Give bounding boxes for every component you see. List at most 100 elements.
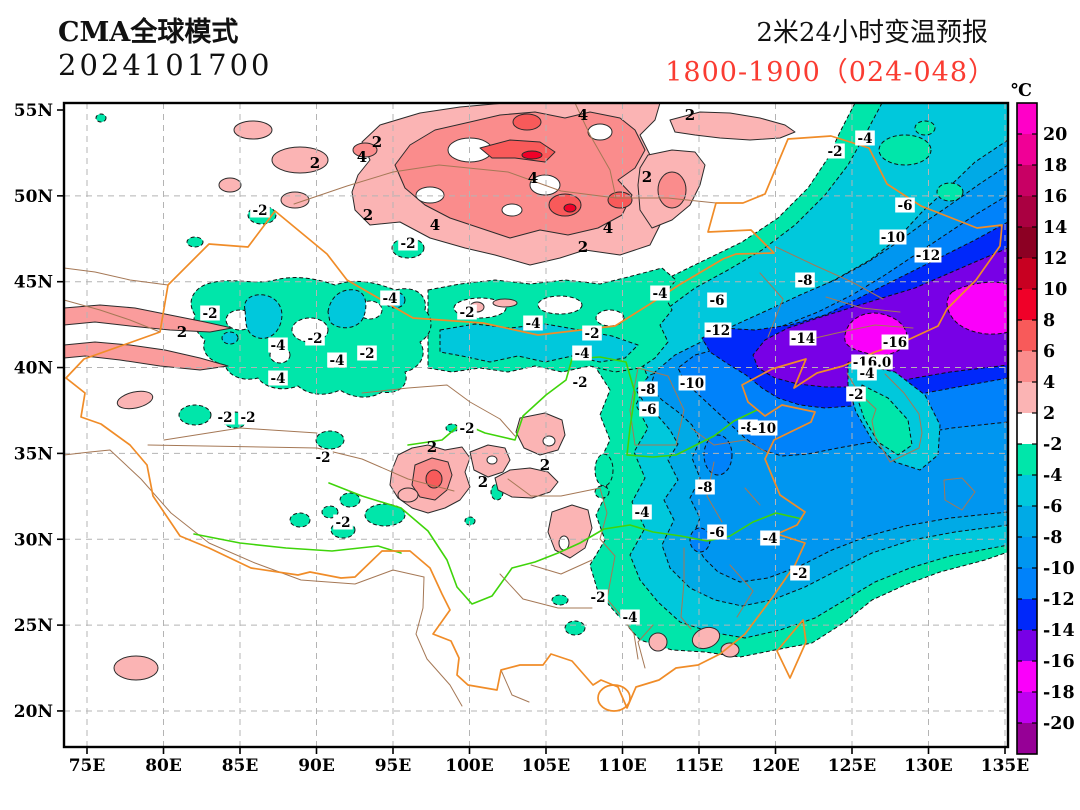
model-title: CMA全球模式 (58, 17, 239, 48)
y-tick-label: 30N (14, 530, 53, 550)
colorbar-cell (1017, 134, 1037, 165)
contour-label-box (881, 334, 909, 350)
contour-label: 4 (357, 148, 367, 166)
contour-label: -4 (330, 353, 345, 369)
warm-hole (486, 455, 498, 465)
warm-patch (492, 298, 518, 308)
colorbar-cell (1017, 289, 1037, 320)
colorbar-label: -18 (1043, 683, 1075, 703)
contour-label: -2 (308, 331, 323, 347)
product-title: 2米24小时变温预报 (756, 18, 988, 48)
colorbar-cell (1017, 537, 1037, 568)
contour-label: -16 (883, 335, 907, 351)
contour-label: -2 (849, 387, 864, 403)
contour-label: 4 (578, 106, 588, 124)
cold-patch (914, 120, 936, 136)
contour-label: -6 (710, 525, 725, 541)
cold-patch (95, 113, 107, 123)
contour-label: -10 (752, 421, 776, 437)
contour-label: 4 (603, 219, 613, 237)
x-tick-label: 125E (828, 756, 876, 776)
contour-label: -2 (218, 410, 233, 426)
contour-label-box (707, 524, 727, 540)
contour-label: -10 (881, 230, 905, 246)
contour-label-box (895, 197, 915, 213)
contour-label: 2 (685, 106, 695, 124)
warm-core-4 (657, 171, 687, 209)
contour-label-box (572, 345, 592, 361)
colorbar-unit: ℃ (1011, 81, 1032, 101)
contour-label-box (588, 589, 608, 605)
contour-label-box (398, 235, 418, 251)
province-shanxi (629, 367, 685, 446)
colorbar-cell (1017, 258, 1037, 289)
contour-label-box (638, 381, 658, 397)
province-kunlun (163, 427, 318, 441)
colorbar-label: 8 (1043, 311, 1055, 331)
colorbar-label: -20 (1043, 714, 1075, 734)
contour-label: 4 (430, 216, 440, 234)
warm-patch-south (648, 632, 668, 652)
contour-label: -10 (680, 376, 704, 392)
x-tick-label: 100E (445, 756, 493, 776)
contour-label-box (789, 330, 817, 346)
contour-label: -6 (898, 198, 913, 214)
contour-label: -4 (271, 338, 286, 354)
contour-label-box (305, 330, 325, 346)
contour-label-box (457, 420, 477, 436)
contour-label: -8 (641, 382, 656, 398)
tsangpo-river (193, 533, 402, 554)
contour-label: -2 (460, 421, 475, 437)
colorbar: ℃ 20 18 16 14 12 10 8 6 4 2 -2 -4 -6 -8 -10 -12 -14 -16 -18… (1011, 81, 1075, 755)
contour-label: -12 (706, 323, 730, 339)
contour-label: -4 (635, 505, 650, 521)
cold-patch (315, 430, 345, 450)
cold-patch (878, 134, 932, 166)
contour-label-box (855, 130, 875, 146)
contour-label: 2 (427, 438, 437, 456)
contour-label: -12 (916, 248, 940, 264)
contour-label: 2 (540, 456, 550, 474)
contour-label: 2 (177, 323, 187, 341)
warm-lobe-a (669, 111, 796, 141)
warm-sliver-nw (63, 341, 229, 371)
province-ne-3 (759, 272, 784, 338)
contour-label-box (333, 514, 353, 530)
colorbar-label: 20 (1043, 125, 1067, 145)
contour-label-box (695, 479, 715, 495)
colorbar-label: -14 (1043, 621, 1075, 641)
contour-label: -2 (360, 346, 375, 362)
cold-patch (178, 404, 212, 426)
colorbar-cell (1017, 320, 1037, 351)
contour-label: -4 (860, 366, 875, 382)
y-tick-label: 55N (14, 101, 53, 121)
warm-patch-south (113, 655, 159, 681)
cold-band-hole (537, 295, 583, 315)
colorbar-cell (1017, 165, 1037, 196)
border-russia-branch (574, 102, 617, 199)
contour-label-box (825, 143, 845, 159)
cold-dot (594, 485, 610, 499)
x-tick-label: 110E (598, 756, 646, 776)
warm-core-6 (607, 191, 633, 209)
province-guangdong (637, 624, 654, 669)
warm-patch-central (515, 412, 566, 456)
contour-label: -2 (401, 236, 416, 252)
warm-core-8 (521, 150, 543, 160)
contour-label-box (215, 409, 235, 425)
contour-label: -4 (271, 371, 286, 387)
province-anhui (706, 461, 723, 523)
contour-label: 2 (578, 238, 588, 256)
province-yunnan-guizhou (530, 559, 593, 575)
x-tick-label: 115E (675, 756, 723, 776)
province-ne-2 (797, 324, 914, 343)
contour-label-box (707, 292, 727, 308)
contour-label-box (914, 247, 942, 263)
colorbar-border (1016, 102, 1038, 755)
warm-patch-central (494, 467, 559, 499)
contour-label-box (313, 449, 333, 465)
contour-label: -4 (653, 286, 668, 302)
warm-patch (233, 120, 273, 140)
cold-patch (289, 512, 311, 528)
